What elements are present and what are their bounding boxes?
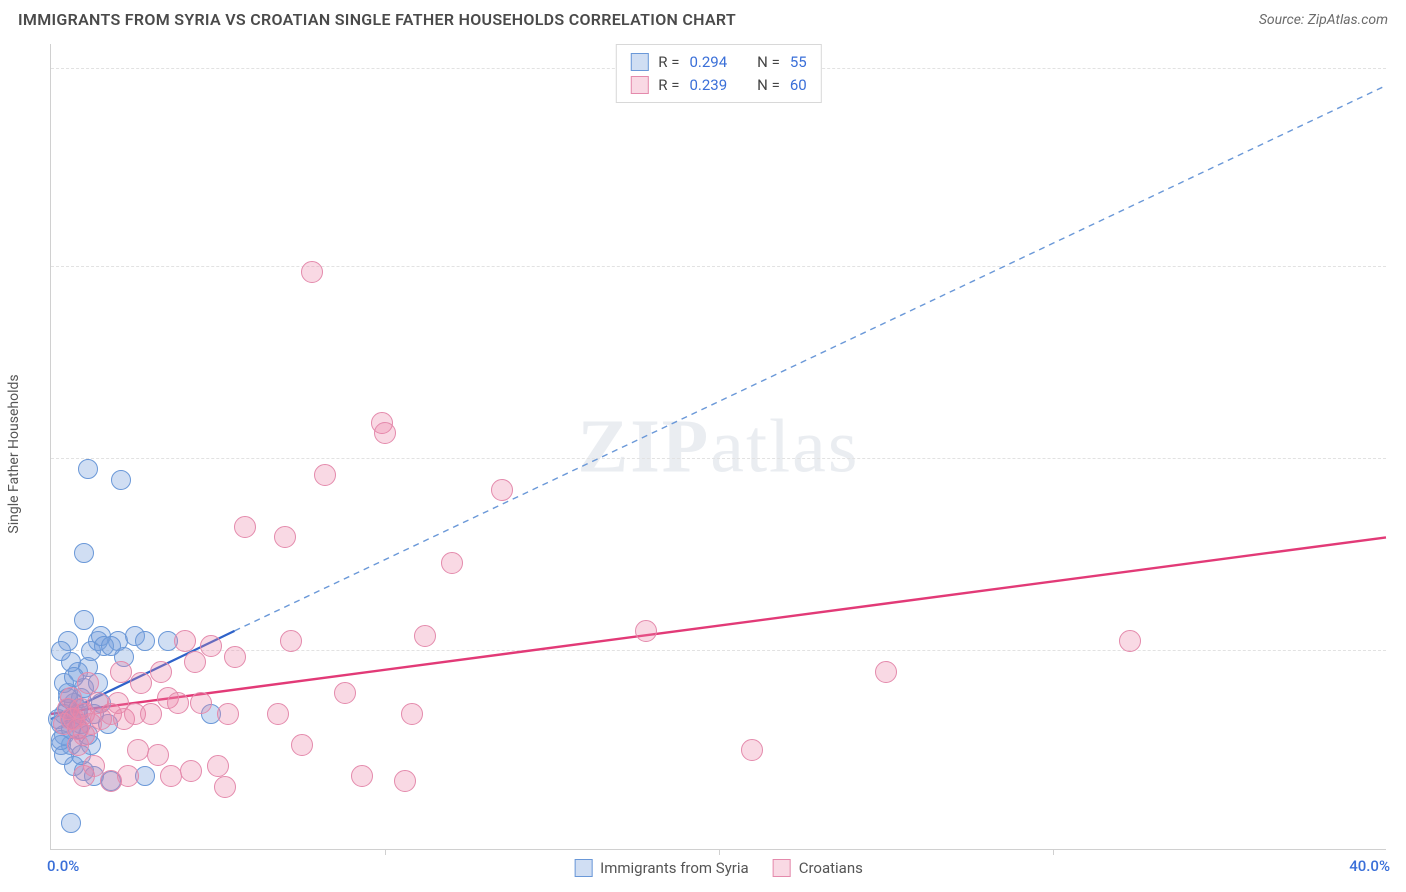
y-tick-label: 15.0% <box>1390 61 1406 77</box>
marker-croatians <box>741 739 763 761</box>
marker-croatians <box>160 765 182 787</box>
marker-croatians <box>217 703 239 725</box>
marker-croatians <box>77 672 99 694</box>
x-tick <box>719 849 720 855</box>
marker-croatians <box>491 479 513 501</box>
marker-croatians <box>414 625 436 647</box>
marker-syria <box>51 641 71 661</box>
marker-croatians <box>127 739 149 761</box>
marker-croatians <box>184 651 206 673</box>
marker-croatians <box>635 620 657 642</box>
stats-row-syria: R = 0.294 N = 55 <box>630 51 806 74</box>
marker-croatians <box>351 765 373 787</box>
marker-croatians <box>441 552 463 574</box>
n-value: 55 <box>790 51 807 74</box>
marker-croatians <box>291 734 313 756</box>
marker-croatians <box>234 516 256 538</box>
r-value: 0.294 <box>689 51 727 74</box>
n-value: 60 <box>790 74 807 97</box>
marker-croatians <box>224 646 246 668</box>
n-label: N = <box>757 51 780 74</box>
swatch-croatians <box>630 76 648 94</box>
marker-croatians <box>314 464 336 486</box>
marker-croatians <box>150 661 172 683</box>
marker-croatians <box>190 692 212 714</box>
legend-bottom: Immigrants from Syria Croatians <box>574 859 863 877</box>
marker-croatians <box>147 744 169 766</box>
n-label: N = <box>757 74 780 97</box>
y-tick-label: 3.8% <box>1390 643 1406 659</box>
x-tick <box>1053 849 1054 855</box>
y-tick-label: 11.2% <box>1390 259 1406 275</box>
swatch-syria <box>574 859 592 877</box>
swatch-croatians <box>773 859 791 877</box>
chart-frame: ZIPatlas 3.8%7.5%11.2%15.0% R =0.294N =5… <box>50 44 1386 850</box>
y-tick-label: 7.5% <box>1390 451 1406 467</box>
marker-croatians <box>267 703 289 725</box>
marker-croatians <box>274 526 296 548</box>
r-label: R = <box>658 74 679 97</box>
x-max-label: 40.0% <box>1349 857 1390 875</box>
marker-croatians <box>207 755 229 777</box>
r-value: 0.239 <box>689 74 727 97</box>
x-min-label: 0.0% <box>47 857 79 875</box>
marker-croatians <box>140 703 162 725</box>
marker-croatians <box>174 630 196 652</box>
legend-item-syria: Immigrants from Syria <box>574 859 749 877</box>
r-label: R = <box>658 51 679 74</box>
title-bar: IMMIGRANTS FROM SYRIA VS CROATIAN SINGLE… <box>0 0 1406 37</box>
legend-item-croatians: Croatians <box>773 859 863 877</box>
marker-croatians <box>374 422 396 444</box>
marker-syria <box>101 636 121 656</box>
marker-syria <box>74 610 94 630</box>
legend-label: Immigrants from Syria <box>600 859 749 877</box>
marker-syria <box>135 631 155 651</box>
marker-croatians <box>167 692 189 714</box>
marker-syria <box>61 813 81 833</box>
x-tick <box>385 849 386 855</box>
marker-croatians <box>200 635 222 657</box>
marker-croatians <box>301 261 323 283</box>
swatch-syria <box>630 53 648 71</box>
marker-croatians <box>1119 630 1141 652</box>
stats-row-croatians: R = 0.239 N = 60 <box>630 74 806 97</box>
marker-syria <box>74 543 94 563</box>
legend-label: Croatians <box>799 859 863 877</box>
marker-croatians <box>394 770 416 792</box>
marker-croatians <box>875 661 897 683</box>
chart-title: IMMIGRANTS FROM SYRIA VS CROATIAN SINGLE… <box>18 10 736 29</box>
marker-syria <box>111 470 131 490</box>
source-attribution: Source: ZipAtlas.com <box>1259 12 1388 28</box>
marker-croatians <box>280 630 302 652</box>
plot-area <box>51 44 1386 849</box>
marker-croatians <box>214 776 236 798</box>
marker-croatians <box>180 760 202 782</box>
marker-croatians <box>70 698 92 720</box>
marker-croatians <box>130 672 152 694</box>
marker-croatians <box>401 703 423 725</box>
y-axis-label: Single Father Households <box>6 374 22 533</box>
marker-croatians <box>110 661 132 683</box>
stats-box: R = 0.294 N = 55 R = 0.239 N = 60 <box>615 44 821 103</box>
marker-croatians <box>334 682 356 704</box>
marker-syria <box>78 459 98 479</box>
marker-croatians <box>117 765 139 787</box>
